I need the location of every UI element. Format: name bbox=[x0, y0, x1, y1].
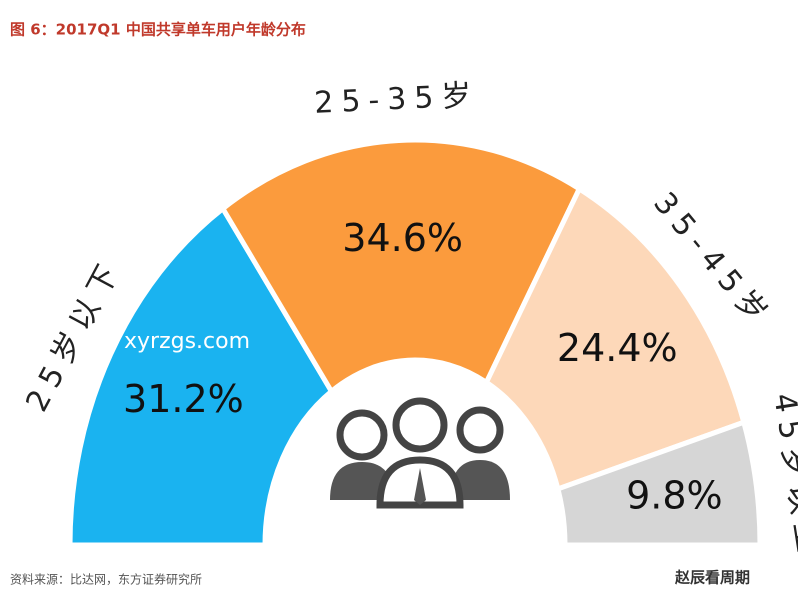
value-label: 31.2% bbox=[123, 377, 244, 421]
slice bbox=[483, 185, 747, 493]
slice bbox=[67, 204, 335, 548]
slice bbox=[554, 419, 763, 548]
chart-title: 图 6：2017Q1 中国共享单车用户年龄分布 bbox=[10, 21, 306, 39]
value-label: 9.8% bbox=[626, 474, 723, 518]
people-icon bbox=[330, 397, 510, 509]
source: 资料来源：比达网，东方证券研究所 bbox=[10, 572, 202, 587]
slice bbox=[219, 137, 583, 396]
brand: 赵辰看周期 bbox=[674, 569, 750, 587]
watermark: xyrzgs.com bbox=[124, 329, 250, 354]
value-label: 24.4% bbox=[557, 326, 678, 370]
category-label: 25-35岁 bbox=[313, 78, 480, 121]
value-label: 34.6% bbox=[342, 216, 463, 260]
category-label: 45岁以上 bbox=[766, 391, 798, 563]
